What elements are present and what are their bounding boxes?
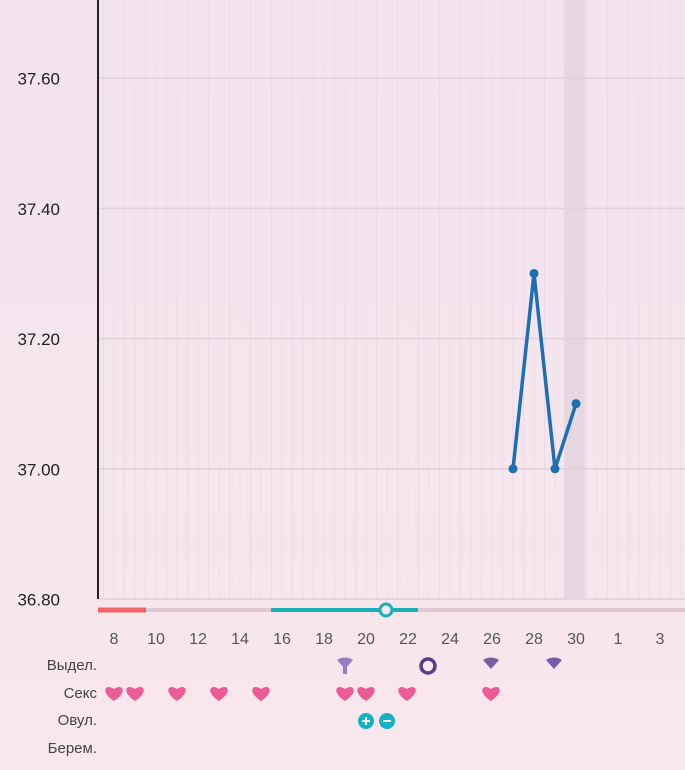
y-tick-label: 36.80 [17,590,60,609]
sex-heart [482,687,500,701]
x-tick-label: 1 [614,631,623,648]
x-tick-label: 16 [273,631,291,648]
row-label: Берем. [48,740,97,757]
discharge-ring [419,657,437,675]
data-point [508,464,518,474]
x-tick-label: 22 [399,631,417,648]
x-tick-label: 24 [441,631,459,648]
sex-heart [357,687,375,701]
discharge-icon [483,657,499,669]
x-tick-label: 14 [231,631,249,648]
data-point [571,399,581,409]
y-tick-label: 37.60 [17,70,60,89]
ovulation-ring [378,602,394,618]
sex-heart [336,687,354,701]
y-tick-label: 37.00 [17,460,60,479]
x-tick-label: 28 [525,631,543,648]
sex-heart [126,687,144,701]
x-tick-label: 26 [483,631,501,648]
y-tick-label: 37.20 [17,330,60,349]
today-column [564,0,585,599]
y-tick-label: 37.40 [17,200,60,219]
x-tick-label: 12 [189,631,207,648]
discharge-stem [343,667,347,674]
row-label: Овул. [58,712,97,729]
discharge-icon [337,657,353,669]
x-tick-label: 18 [315,631,333,648]
sex-heart [210,687,228,701]
data-line [511,271,578,471]
sex-heart [398,687,416,701]
discharge-icon [546,657,562,669]
x-tick-label: 30 [567,631,585,648]
data-point [550,464,560,474]
x-tick-label: 20 [357,631,375,648]
row-label: Выдел. [47,657,97,674]
sex-heart [105,687,123,701]
row-label: Секс [64,685,98,702]
sex-heart [168,687,186,701]
x-tick-label: 8 [110,631,119,648]
x-tick-label: 10 [147,631,165,648]
data-point [529,268,539,278]
x-tick-label: 3 [656,631,665,648]
sex-heart [252,687,270,701]
